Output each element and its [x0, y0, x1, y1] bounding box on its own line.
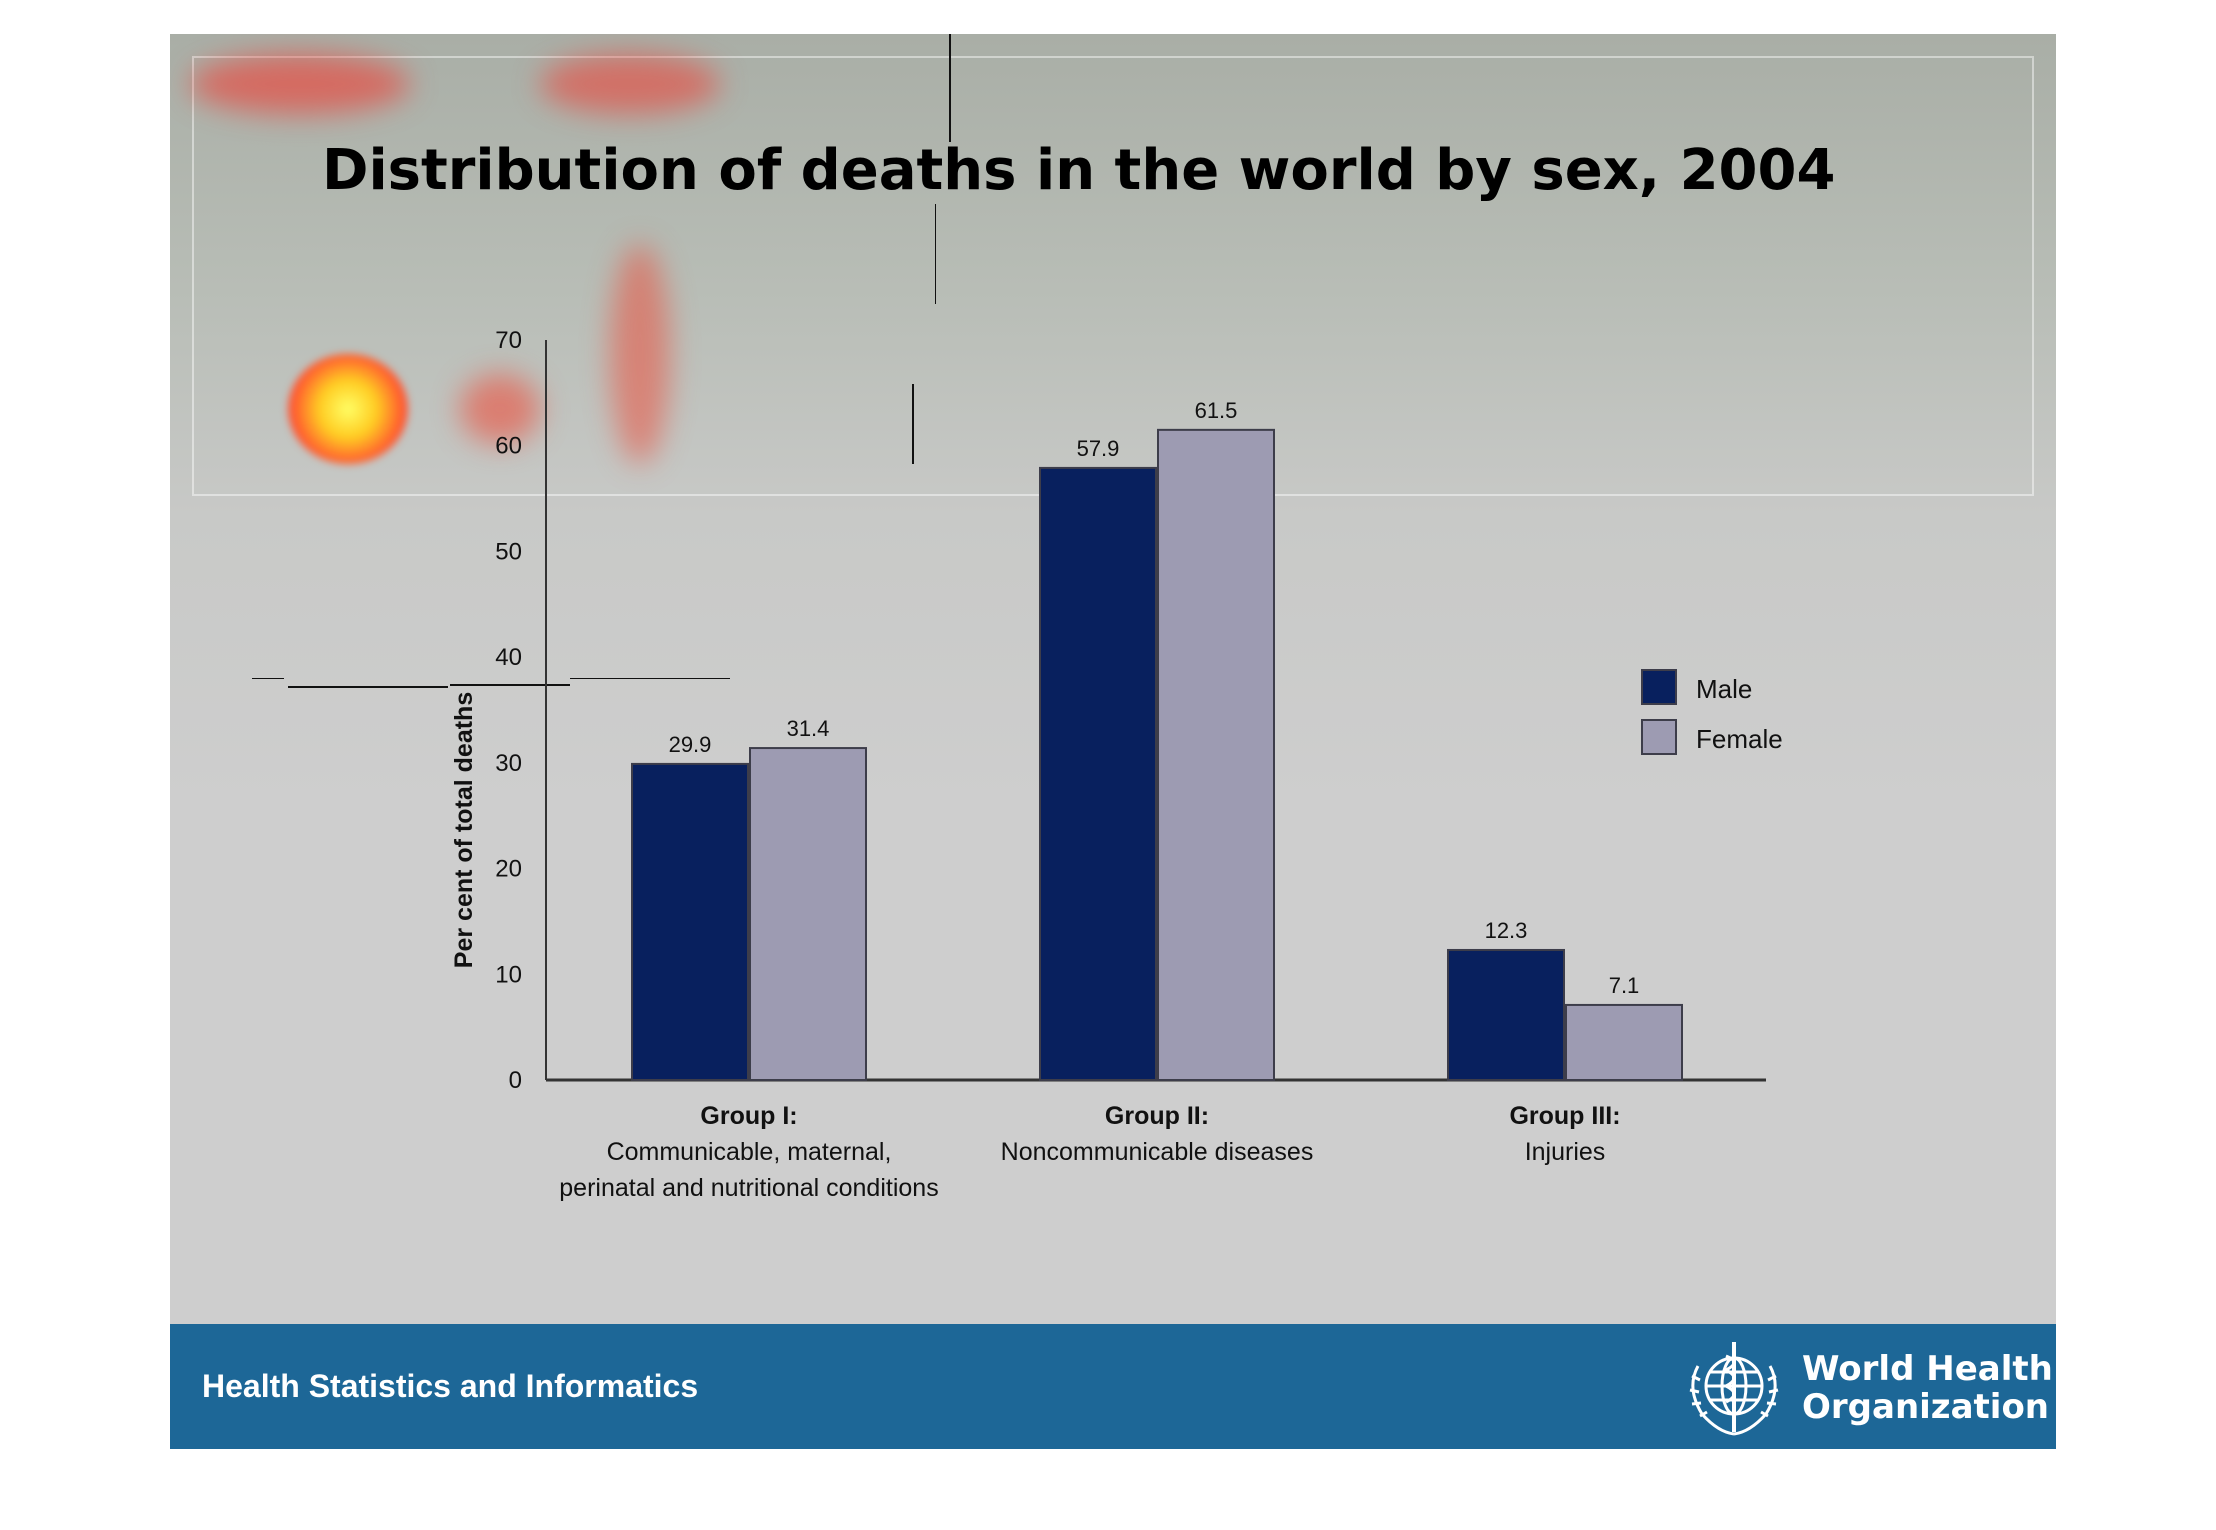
category-label: Group I:: [700, 1102, 797, 1130]
category-description: Injuries: [1525, 1138, 1606, 1166]
slide: Distribution of deaths in the world by s…: [170, 34, 2056, 1449]
data-label: 61.5: [1195, 398, 1238, 423]
legend-swatch-male: [1641, 669, 1677, 705]
footer-bar: Health Statistics and Informatics World …: [170, 1324, 2056, 1449]
data-label: 57.9: [1077, 436, 1120, 461]
data-label: 12.3: [1485, 918, 1528, 943]
stray-line: [935, 204, 936, 304]
y-axis-label: Per cent of total deaths: [450, 692, 478, 968]
category-label: Group III:: [1509, 1102, 1620, 1130]
organization-name: World Health Organization: [1802, 1350, 2053, 1426]
stray-line: [450, 684, 570, 686]
y-tick-label: 20: [495, 856, 522, 883]
heat-blob: [460, 374, 540, 444]
organization-name-line1: World Health: [1802, 1349, 2053, 1389]
legend-label: Female: [1696, 724, 1783, 754]
category-description: Noncommunicable diseases: [1001, 1138, 1314, 1166]
bar-female-1: [749, 747, 867, 1081]
stray-line: [912, 384, 914, 464]
y-tick-label: 30: [495, 750, 522, 777]
heat-blob: [190, 54, 410, 114]
bar-female-2: [1157, 428, 1275, 1082]
data-label: 31.4: [787, 716, 830, 741]
category-description: perinatal and nutritional conditions: [559, 1174, 938, 1202]
bar-male-1: [631, 762, 749, 1082]
data-label: 7.1: [1609, 973, 1640, 998]
stray-line: [570, 678, 730, 679]
bar-chart: 0 10 20 30 40 50 60 70 Per cent of total deaths 2…: [450, 327, 1783, 1202]
page-title: Distribution of deaths in the world by s…: [322, 138, 1836, 203]
category-description: Communicable, maternal,: [607, 1138, 892, 1166]
bar-male-3: [1447, 948, 1565, 1081]
bar-male-2: [1039, 466, 1157, 1081]
heat-blob: [610, 244, 670, 464]
data-label: 29.9: [669, 732, 712, 757]
legend-swatch-female: [1641, 719, 1677, 755]
y-tick-label: 40: [495, 644, 522, 671]
heat-blob: [540, 54, 720, 114]
legend-label: Male: [1696, 674, 1752, 704]
footer-text: Health Statistics and Informatics: [202, 1368, 699, 1404]
stray-line: [288, 686, 448, 688]
y-tick-label: 60: [495, 433, 522, 460]
y-tick-label: 50: [495, 538, 522, 565]
stray-line: [949, 34, 951, 142]
who-emblem-icon: [1689, 1342, 1779, 1436]
heat-blob: [288, 354, 408, 464]
stray-line: [252, 678, 284, 679]
y-tick-label: 10: [495, 961, 522, 988]
y-tick-label: 70: [495, 327, 522, 354]
category-label: Group II:: [1105, 1102, 1209, 1130]
organization-name-line2: Organization: [1802, 1387, 2050, 1427]
bar-female-3: [1565, 1003, 1683, 1082]
y-tick-label: 0: [509, 1067, 522, 1094]
